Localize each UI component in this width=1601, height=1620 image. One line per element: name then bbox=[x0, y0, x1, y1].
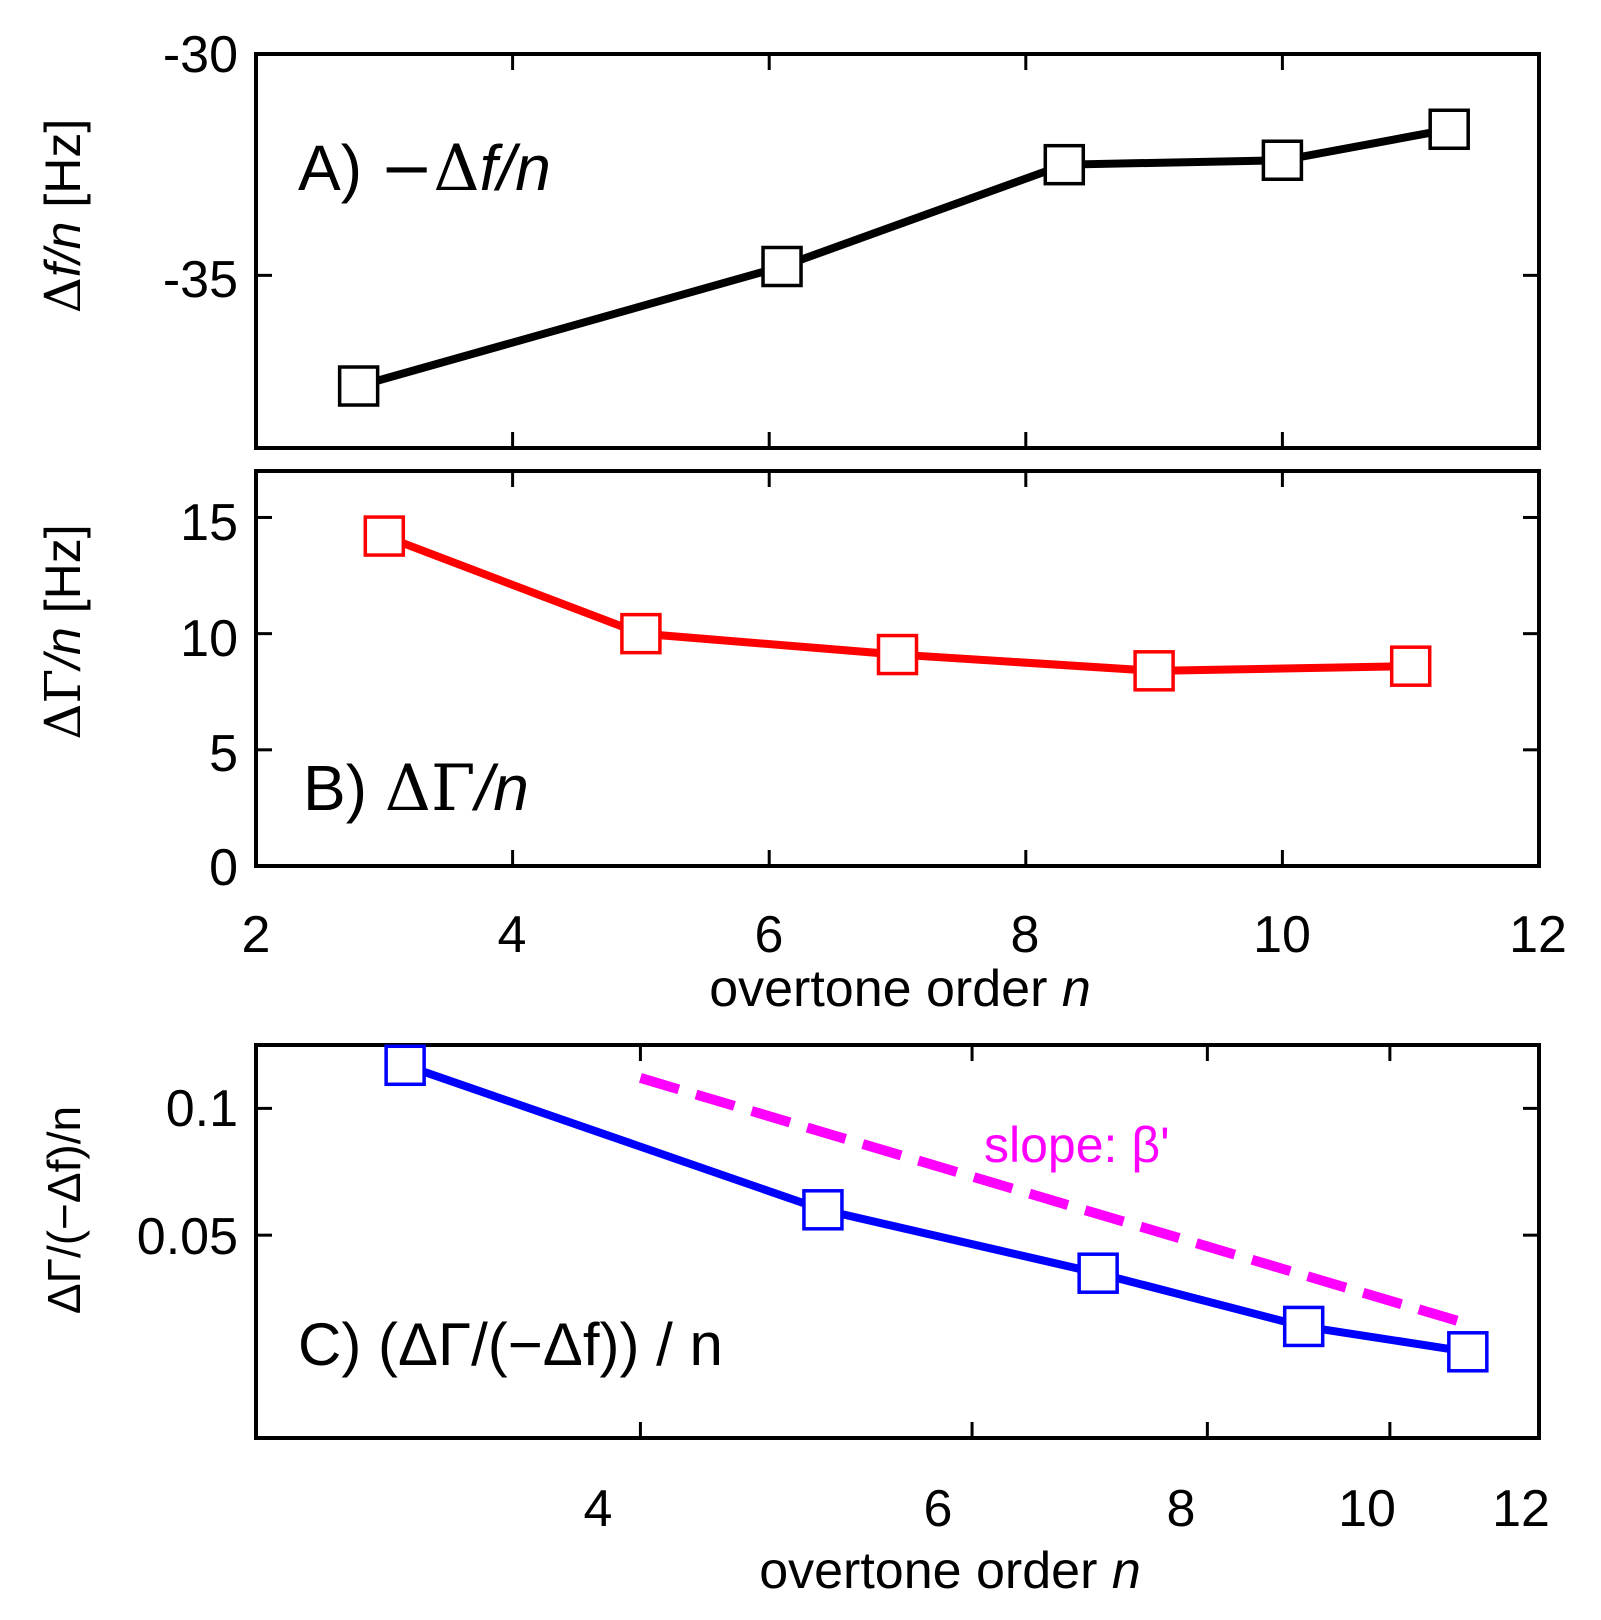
panel-b-xlabel: overtone order n bbox=[709, 960, 1091, 1018]
slope-annotation: slope: β' bbox=[984, 1117, 1170, 1173]
data-point-marker bbox=[876, 633, 919, 676]
panel-c-series bbox=[384, 1044, 1489, 1373]
panel-a-series bbox=[337, 108, 1470, 407]
panel-c-xtick-label: 4 bbox=[584, 1480, 613, 1538]
panel-b-ytick-label: 15 bbox=[180, 494, 238, 552]
panel-b-xtick-label: 6 bbox=[755, 906, 784, 964]
panel-a-ytick-label: -35 bbox=[163, 251, 238, 309]
panel-a-ticks bbox=[256, 54, 1539, 448]
panel-b-title: B) ΔΓ/n bbox=[303, 752, 529, 826]
panel-a-ylabel: Δf/n [Hz] bbox=[34, 119, 92, 314]
panel-c-ylabel: ΔΓ/(−Δf)/n bbox=[38, 1106, 90, 1314]
panel-b-xtick-label: 2 bbox=[242, 906, 271, 964]
data-point-marker bbox=[620, 612, 662, 655]
panel-b-xtick-label: 12 bbox=[1509, 906, 1567, 964]
data-point-marker bbox=[1282, 1305, 1325, 1348]
slope-guide-line bbox=[639, 1073, 1470, 1329]
panel-a-title: A) −Δf/n bbox=[298, 132, 551, 206]
panel-b-ytick-label: 0 bbox=[209, 839, 238, 897]
panel-b-frame bbox=[254, 469, 1541, 868]
data-point-marker bbox=[1447, 1331, 1489, 1373]
panel-b-series bbox=[363, 515, 1432, 692]
panel-c-xlabel: overtone order n bbox=[759, 1542, 1141, 1600]
data-point-marker bbox=[384, 1044, 426, 1087]
data-point-marker bbox=[761, 245, 803, 288]
panel-c-ytick-label: 0.1 bbox=[166, 1080, 238, 1138]
panel-b-ytick-label: 10 bbox=[180, 610, 238, 668]
panel-c-ytick-label: 0.05 bbox=[137, 1208, 238, 1266]
data-point-marker bbox=[1428, 108, 1470, 151]
data-point-marker bbox=[1043, 143, 1086, 186]
panel-b-xtick-label: 8 bbox=[1011, 906, 1040, 964]
panel-b-ticks bbox=[256, 471, 1539, 866]
panel-c-title: C) (ΔΓ/(−Δf)) / n bbox=[298, 1311, 723, 1378]
data-point-marker bbox=[363, 515, 406, 557]
panel-b-xtick-label: 10 bbox=[1253, 906, 1311, 964]
panel-b-ytick-label: 5 bbox=[209, 725, 238, 783]
panel-c-ticks bbox=[256, 1045, 1539, 1438]
data-point-marker bbox=[802, 1189, 844, 1231]
panel-c-xtick-label: 8 bbox=[1167, 1480, 1196, 1538]
panel-a: -30 -35 Δf/n [Hz] A) −Δf/n bbox=[34, 26, 1541, 450]
panel-c: 0.1 0.05 4 6 8 10 12 overtone order n ΔΓ… bbox=[38, 1043, 1550, 1600]
panel-a-ytick-label: -30 bbox=[163, 26, 238, 84]
panel-a-frame bbox=[254, 52, 1541, 450]
data-point-marker bbox=[337, 365, 380, 407]
panel-c-xtick-label: 10 bbox=[1338, 1480, 1396, 1538]
data-point-marker bbox=[1389, 645, 1432, 687]
data-point-marker bbox=[1133, 650, 1175, 692]
data-point-marker bbox=[1077, 1252, 1119, 1294]
panel-c-frame bbox=[254, 1043, 1541, 1440]
panel-b-ylabel: ΔΓ/n [Hz] bbox=[34, 524, 92, 739]
panel-b-xtick-label: 4 bbox=[498, 906, 527, 964]
panel-c-xtick-label: 12 bbox=[1492, 1480, 1550, 1538]
panel-c-xtick-label: 6 bbox=[924, 1480, 953, 1538]
panel-b: 0 5 10 15 2 4 6 8 10 12 overtone order n… bbox=[34, 469, 1567, 1018]
data-point-marker bbox=[1261, 139, 1304, 181]
